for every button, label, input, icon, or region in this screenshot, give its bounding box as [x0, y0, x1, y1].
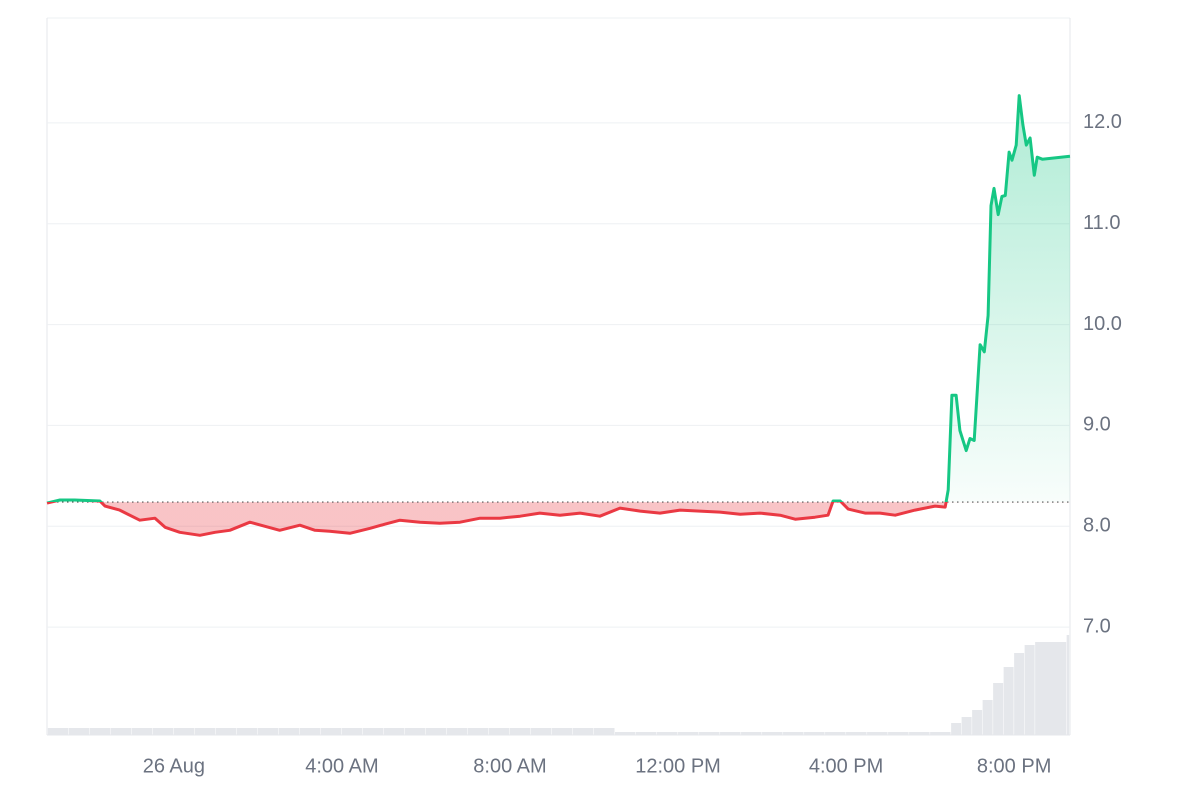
volume-bar [951, 723, 962, 735]
y-tick-label: 7.0 [1083, 615, 1111, 637]
volume-bar [488, 728, 510, 735]
volume-bar [446, 728, 468, 735]
volume-bar [972, 710, 983, 735]
y-tick-label: 10.0 [1083, 313, 1122, 335]
volume-bar [68, 728, 90, 735]
volume-bar [551, 728, 573, 735]
volume-bar [1014, 653, 1025, 735]
volume-bar [783, 732, 804, 735]
volume-bar [530, 728, 552, 735]
y-tick-label: 9.0 [1083, 414, 1111, 436]
volume-bar [362, 728, 384, 735]
volume-bar [236, 728, 258, 735]
x-tick-label: 26 Aug [143, 755, 205, 777]
volume-bar [888, 732, 909, 735]
volume-bar [509, 728, 531, 735]
volume-bar [699, 732, 720, 735]
volume-bar [1066, 635, 1070, 735]
x-tick-label: 8:00 AM [473, 755, 546, 777]
volume-bar [1024, 645, 1035, 735]
volume-bar [741, 732, 762, 735]
volume-bar [194, 728, 216, 735]
volume-bar [47, 728, 69, 735]
volume-bar [425, 728, 447, 735]
volume-bar [341, 728, 363, 735]
volume-bar [846, 732, 867, 735]
volume-bar [930, 732, 951, 735]
volume-bar [215, 728, 237, 735]
volume-bar [825, 732, 846, 735]
price-line [46, 94, 1071, 537]
volume-bar [993, 683, 1004, 735]
volume-bar [804, 732, 825, 735]
volume-bar [467, 728, 489, 735]
volume-bar [657, 732, 678, 735]
volume-bar [762, 732, 783, 735]
volume-bar [404, 728, 426, 735]
x-tick-label: 4:00 PM [809, 755, 883, 777]
volume-bar [572, 728, 594, 735]
volume-bar [594, 728, 615, 735]
volume-bar [636, 732, 657, 735]
y-tick-label: 11.0 [1083, 212, 1120, 234]
y-tick-label: 8.0 [1083, 515, 1111, 537]
volume-bar [173, 728, 195, 735]
x-tick-label: 8:00 PM [977, 755, 1051, 777]
volume-bar [1003, 667, 1014, 735]
volume-bar [152, 728, 174, 735]
volume-bar [982, 700, 993, 735]
volume-bar [678, 732, 699, 735]
volume-bar [961, 717, 972, 735]
x-tick-label: 4:00 AM [305, 755, 378, 777]
volume-bar [320, 728, 342, 735]
volume-bar [615, 732, 636, 735]
volume-bar [89, 728, 111, 735]
x-tick-label: 12:00 PM [635, 755, 721, 777]
volume-bar [110, 728, 132, 735]
price-area [47, 95, 1070, 536]
volume-bar [720, 732, 741, 735]
volume-bar [299, 728, 321, 735]
volume-bar [131, 728, 153, 735]
volume-bar [257, 728, 279, 735]
volume-bar [909, 732, 930, 735]
volume-bar [867, 732, 888, 735]
volume-bar [383, 728, 405, 735]
y-tick-label: 12.0 [1083, 111, 1122, 133]
volume-bar [1035, 642, 1067, 735]
volume-bar [278, 728, 300, 735]
